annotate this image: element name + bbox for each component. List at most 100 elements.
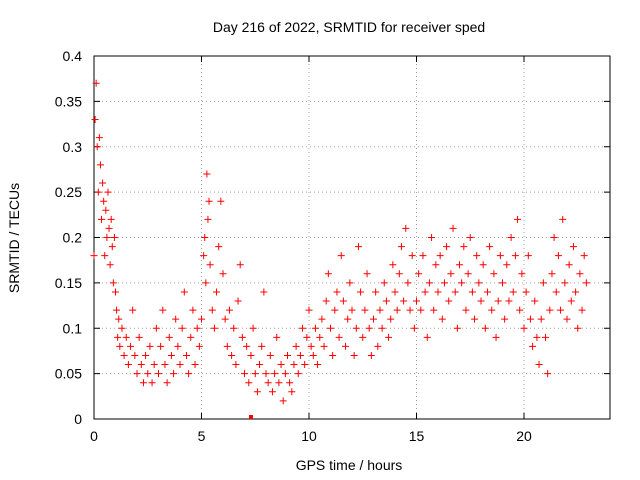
data-point (359, 333, 367, 341)
data-point (453, 324, 461, 332)
data-point (492, 333, 500, 341)
data-point (174, 342, 182, 350)
data-point (305, 306, 313, 314)
data-point (286, 379, 294, 387)
data-point (301, 361, 309, 369)
data-point (518, 270, 526, 278)
data-point (350, 351, 358, 359)
data-point (245, 379, 253, 387)
data-point (406, 306, 414, 314)
data-point (522, 288, 530, 296)
data-point (103, 234, 111, 241)
data-point (107, 215, 115, 223)
data-point (318, 315, 326, 323)
y-tick-label: 0.25 (55, 184, 82, 200)
data-point (374, 342, 382, 350)
data-point (544, 370, 552, 378)
data-point (243, 342, 251, 350)
data-point (163, 379, 171, 387)
data-point (241, 370, 248, 378)
data-point (113, 306, 121, 314)
data-point (361, 306, 369, 314)
data-point (436, 252, 444, 260)
data-point (102, 206, 110, 214)
data-point (490, 270, 498, 278)
data-point (288, 388, 296, 396)
data-point (576, 270, 584, 278)
data-point (475, 279, 483, 287)
data-point (193, 324, 201, 332)
data-point (146, 342, 154, 350)
data-point (572, 288, 580, 296)
y-tick-label: 0.1 (63, 320, 83, 336)
data-point (159, 306, 167, 314)
data-point (582, 279, 590, 287)
data-point (131, 351, 139, 359)
data-point (503, 261, 511, 269)
data-point (494, 297, 502, 305)
data-point (574, 324, 582, 332)
data-point (294, 370, 302, 378)
data-point (428, 234, 436, 241)
data-point (91, 116, 99, 124)
data-point (210, 324, 218, 332)
data-point (413, 297, 420, 305)
data-point (322, 297, 330, 305)
data-point (400, 297, 408, 305)
data-point (309, 351, 317, 359)
data-point (552, 288, 560, 296)
data-point (191, 361, 199, 369)
data-point (189, 306, 197, 314)
data-point (271, 370, 279, 378)
data-point (219, 270, 227, 278)
data-point (346, 279, 354, 287)
data-point (447, 270, 455, 278)
data-point (514, 215, 522, 223)
data-point (516, 306, 524, 314)
data-point (483, 288, 491, 296)
data-point (109, 279, 117, 287)
data-point (201, 234, 209, 241)
data-point (509, 288, 517, 296)
data-point (106, 261, 114, 269)
data-point (505, 297, 513, 305)
data-point (165, 333, 173, 341)
data-point (385, 333, 393, 341)
y-axis-label: SRMTID / TECUs (6, 183, 22, 293)
data-point (234, 297, 242, 305)
data-point (202, 279, 210, 287)
x-tick-label: 15 (409, 428, 425, 444)
data-point (228, 351, 236, 359)
data-point (198, 315, 205, 323)
data-point (451, 288, 459, 296)
data-point (236, 261, 244, 269)
data-point (115, 315, 123, 323)
data-point (443, 243, 451, 251)
data-point (155, 370, 162, 378)
data-point (281, 370, 289, 378)
data-point (331, 306, 339, 314)
data-point (99, 179, 107, 187)
data-point (178, 324, 186, 332)
data-point (329, 351, 337, 359)
data-point (292, 342, 300, 350)
data-point (290, 361, 298, 369)
data-point (114, 333, 122, 341)
data-point (524, 252, 532, 260)
data-point (365, 324, 373, 332)
y-tick-label: 0.3 (63, 139, 83, 155)
data-point (488, 306, 496, 314)
data-point (520, 324, 528, 332)
data-point (372, 288, 380, 296)
data-point (205, 197, 213, 205)
data-point (135, 333, 143, 341)
data-point (275, 379, 283, 387)
data-point (578, 306, 586, 314)
data-point (256, 361, 264, 369)
data-point (542, 333, 549, 341)
data-point (187, 333, 195, 341)
data-point (471, 315, 479, 323)
data-point (320, 342, 328, 350)
data-point (232, 361, 240, 369)
data-point (389, 261, 397, 269)
